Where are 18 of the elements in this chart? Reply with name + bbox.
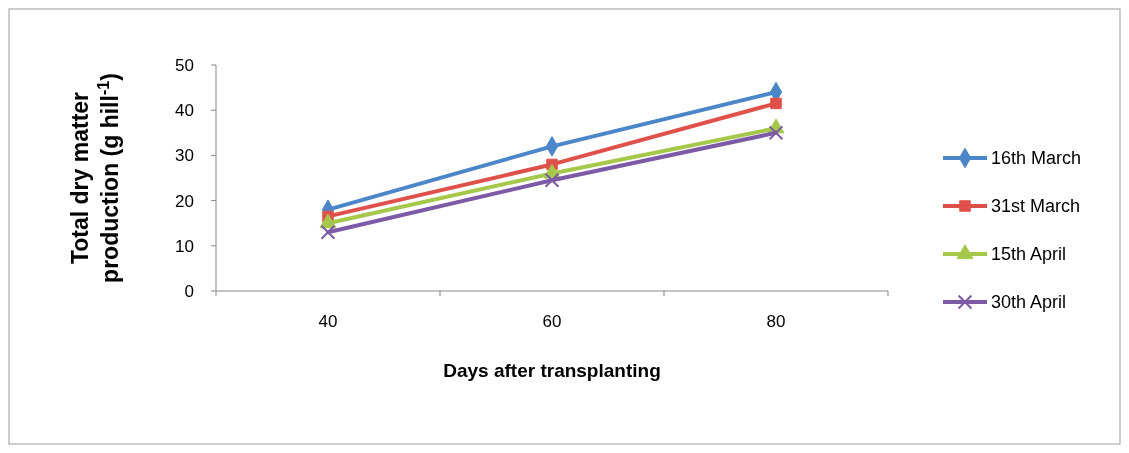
legend-label: 30th April xyxy=(991,292,1067,313)
x-tick-label: 80 xyxy=(766,312,786,331)
y-tick-label: 0 xyxy=(184,281,194,301)
y-tick-label: 50 xyxy=(175,55,194,75)
point xyxy=(768,125,784,141)
legend-label: 31st March xyxy=(991,196,1081,217)
x-axis-title: Days after transplanting xyxy=(443,360,661,381)
y-tick-label: 30 xyxy=(175,146,194,166)
y-tick-label: 40 xyxy=(175,101,194,121)
point xyxy=(770,97,782,110)
x-tick-label: 40 xyxy=(318,312,338,331)
y-tick-label: 10 xyxy=(175,236,194,256)
legend-label: 16th March xyxy=(991,148,1082,169)
x-tick-label: 60 xyxy=(542,312,562,331)
point xyxy=(544,172,560,188)
y-tick-label: 20 xyxy=(175,191,194,211)
point xyxy=(320,224,336,240)
legend-label: 15th April xyxy=(991,244,1067,265)
